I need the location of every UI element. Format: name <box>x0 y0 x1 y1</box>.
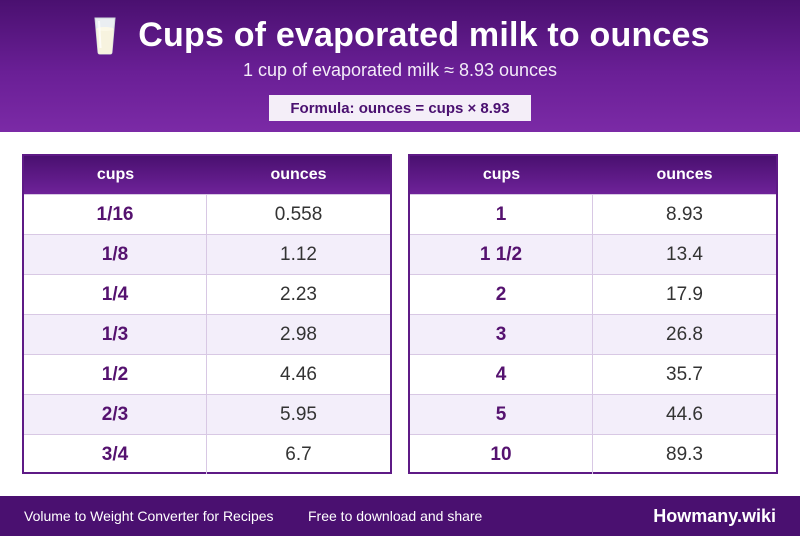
table-row: 1/3 2.98 <box>24 314 390 354</box>
cups-cell: 1 1/2 <box>410 235 593 274</box>
ounces-cell: 17.9 <box>666 283 703 305</box>
table-row: 3 26.8 <box>410 314 776 354</box>
table-row: 1/2 4.46 <box>24 354 390 394</box>
ounces-cell: 2.98 <box>280 323 317 345</box>
table-row: 1 8.93 <box>410 194 776 234</box>
footer-bar: Volume to Weight Converter for Recipes F… <box>0 496 800 536</box>
table-row: 4 35.7 <box>410 354 776 394</box>
cups-cell: 10 <box>410 435 593 474</box>
column-header-cups: cups <box>96 166 135 183</box>
conversion-table-right: cups ounces 1 8.93 1 1/2 13.4 2 17.9 3 2… <box>408 154 778 474</box>
milk-glass-icon <box>90 15 120 55</box>
page-title: Cups of evaporated milk to ounces <box>138 15 710 54</box>
ounces-cell: 0.558 <box>274 203 323 225</box>
table-header: cups ounces <box>410 156 776 194</box>
cups-cell: 1/3 <box>24 315 207 354</box>
cups-cell: 4 <box>410 355 593 394</box>
header-banner: Cups of evaporated milk to ounces 1 cup … <box>0 0 800 132</box>
ounces-cell: 13.4 <box>666 243 703 265</box>
table-row: 1/4 2.23 <box>24 274 390 314</box>
footer-share-text: Free to download and share <box>308 508 483 524</box>
subtitle: 1 cup of evaporated milk ≈ 8.93 ounces <box>242 60 558 80</box>
conversion-table-left: cups ounces 1/16 0.558 1/8 1.12 1/4 2.23… <box>22 154 392 474</box>
table-row: 10 89.3 <box>410 434 776 474</box>
table-row: 5 44.6 <box>410 394 776 434</box>
table-row: 1/16 0.558 <box>24 194 390 234</box>
cups-cell: 3/4 <box>24 435 207 474</box>
column-header-ounces: ounces <box>270 166 327 183</box>
table-row: 2/3 5.95 <box>24 394 390 434</box>
title-row: Cups of evaporated milk to ounces <box>0 14 800 56</box>
table-row: 1/8 1.12 <box>24 234 390 274</box>
footer-converter-text: Volume to Weight Converter for Recipes <box>24 508 274 524</box>
table-row: 2 17.9 <box>410 274 776 314</box>
cups-cell: 3 <box>410 315 593 354</box>
ounces-cell: 1.12 <box>280 243 317 265</box>
cups-cell: 1/2 <box>24 355 207 394</box>
table-header: cups ounces <box>24 156 390 194</box>
ounces-cell: 4.46 <box>280 363 317 385</box>
ounces-cell: 5.95 <box>280 403 317 425</box>
table-row: 1 1/2 13.4 <box>410 234 776 274</box>
cups-cell: 1/4 <box>24 275 207 314</box>
ounces-cell: 26.8 <box>666 323 703 345</box>
cups-cell: 2 <box>410 275 593 314</box>
column-header-cups: cups <box>482 166 521 183</box>
table-row: 3/4 6.7 <box>24 434 390 474</box>
cups-cell: 1 <box>410 195 593 234</box>
ounces-cell: 89.3 <box>666 443 703 465</box>
cups-cell: 2/3 <box>24 395 207 434</box>
ounces-cell: 6.7 <box>285 443 312 465</box>
formula-box: Formula: ounces = cups × 8.93 <box>269 95 531 121</box>
cups-cell: 1/8 <box>24 235 207 274</box>
column-header-ounces: ounces <box>656 166 713 183</box>
ounces-cell: 44.6 <box>666 403 703 425</box>
ounces-cell: 8.93 <box>666 203 703 225</box>
ounces-cell: 2.23 <box>280 283 317 305</box>
brand-logo-text: Howmany.wiki <box>653 505 776 526</box>
ounces-cell: 35.7 <box>666 363 703 385</box>
cups-cell: 5 <box>410 395 593 434</box>
cups-cell: 1/16 <box>24 195 207 234</box>
